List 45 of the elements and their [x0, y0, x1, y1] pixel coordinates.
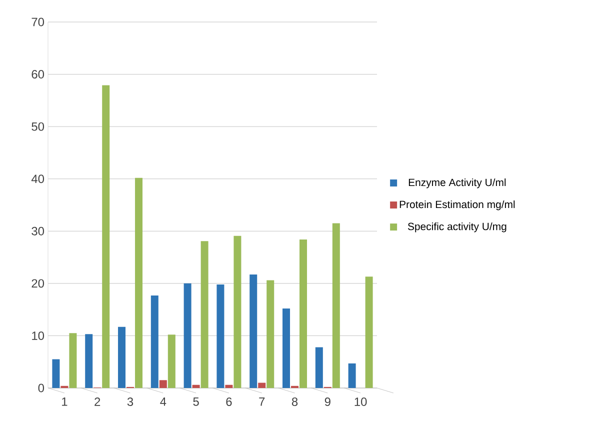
bar	[150, 295, 158, 388]
x-tick-label: 9	[324, 398, 330, 406]
bar	[282, 308, 290, 388]
x-tick-label: 10	[354, 398, 367, 406]
y-tick-label: 0	[38, 384, 44, 392]
bar	[234, 236, 242, 388]
bar	[250, 274, 258, 388]
y-tick-label: 20	[32, 279, 44, 288]
y-tick-label: 70	[32, 18, 44, 26]
x-tick-label: 5	[193, 398, 199, 406]
bar	[365, 276, 373, 388]
x-tick-label: 6	[226, 398, 232, 406]
y-tick-label: 60	[32, 70, 44, 79]
bar	[192, 384, 200, 388]
x-tick-label: 8	[292, 398, 298, 406]
bar	[69, 333, 77, 388]
bar	[135, 178, 143, 388]
bar	[258, 382, 266, 388]
bar	[332, 223, 340, 388]
bar	[266, 280, 274, 388]
y-tick-label: 50	[32, 122, 44, 131]
bar	[159, 380, 167, 388]
bar	[216, 284, 224, 388]
x-tick-label: 2	[94, 398, 100, 406]
bar	[200, 241, 208, 388]
bar	[52, 359, 60, 388]
x-tick-label: 7	[259, 398, 265, 406]
y-tick-label: 10	[32, 331, 44, 340]
legend-label: Protein Estimation mg/ml	[400, 200, 515, 210]
bar	[348, 363, 356, 388]
bar	[184, 283, 192, 388]
legend-label: Specific activity U/mg	[408, 222, 506, 232]
y-tick-label: 40	[31, 174, 44, 184]
bar	[168, 334, 176, 388]
legend-label: Enzyme Activity U/ml	[408, 178, 506, 188]
y-tick-label: 30	[32, 226, 44, 236]
bar	[102, 85, 110, 388]
bar	[315, 347, 323, 388]
x-tick-label: 3	[127, 398, 134, 406]
bar	[225, 384, 233, 388]
bar	[85, 334, 93, 388]
x-tick-label: 4	[160, 398, 166, 406]
bar	[300, 240, 308, 388]
x-tick-label: 1	[62, 398, 68, 406]
bar	[118, 326, 126, 388]
